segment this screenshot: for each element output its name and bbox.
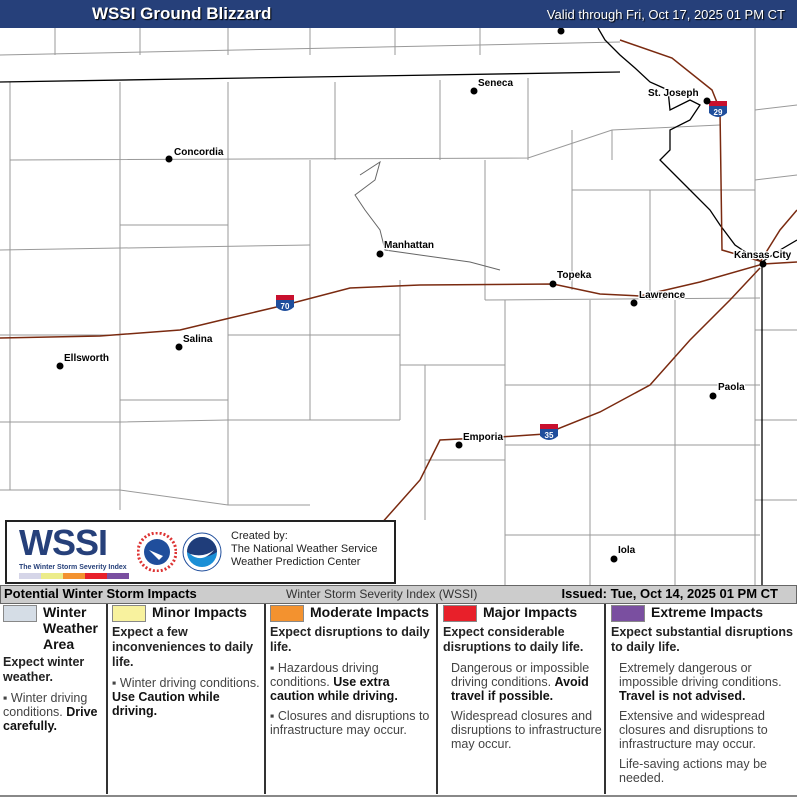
city-ellsworth: Ellsworth: [56, 352, 110, 370]
interstate-29: [619, 39, 764, 263]
category-bullet: ▪ Winter driving conditions. Drive caref…: [3, 691, 98, 733]
city-dot: [557, 28, 565, 35]
svg-text:Kansas City: Kansas City: [734, 250, 792, 261]
city-iola: Iola: [610, 544, 637, 563]
svg-text:Iola: Iola: [618, 545, 636, 556]
city-seneca: Seneca: [470, 77, 515, 95]
city-paola: Paola: [709, 381, 746, 400]
credits-line: Weather Prediction Center: [231, 556, 361, 568]
svg-text:70: 70: [281, 302, 290, 311]
category-lead: Expect considerable disruptions to daily…: [443, 625, 584, 654]
legend-major-impacts: Major Impacts Expect considerable disrup…: [436, 604, 607, 794]
svg-text:Ellsworth: Ellsworth: [64, 353, 109, 364]
city-lawrence: Lawrence: [630, 289, 687, 307]
category-bullet: Dangerous or impossible driving conditio…: [451, 661, 590, 703]
category-bullet: ▪ Winter driving conditions. Use Caution…: [112, 676, 260, 718]
interstate-35: [379, 267, 761, 526]
category-lead: Expect a few inconveniences to daily lif…: [112, 625, 254, 669]
swatch-moderate: [270, 605, 304, 622]
noaa-logo: [182, 532, 222, 572]
county-lines: [0, 28, 797, 585]
city-kansas-city: Kansas City: [733, 249, 793, 268]
interstates: [0, 39, 797, 526]
svg-text:Salina: Salina: [183, 334, 213, 345]
svg-text:29: 29: [714, 108, 723, 117]
category-bullet: Extremely dangerous or impossible drivin…: [619, 661, 782, 703]
svg-text:35: 35: [545, 431, 554, 440]
city-emporia: Emporia: [455, 431, 505, 449]
category-bullet: ▪ Closures and disruptions to infrastruc…: [270, 709, 430, 737]
city-salina: Salina: [175, 333, 214, 351]
category-label: Moderate Impacts: [310, 604, 430, 620]
map[interactable]: 70 35 29 Seneca St. Joseph Concordia Man…: [0, 28, 797, 585]
swatch-major: [443, 605, 477, 622]
interstate-70-shield: 70: [276, 295, 294, 311]
header-bar: WSSI Ground Blizzard Valid through Fri, …: [0, 0, 797, 28]
valid-time: Valid through Fri, Oct 17, 2025 01 PM CT: [546, 7, 785, 22]
svg-text:Topeka: Topeka: [557, 270, 592, 281]
category-label: Winter Weather Area: [43, 604, 98, 652]
category-bullet: Extensive and widespread closures and di…: [619, 709, 768, 751]
category-bullet: Widespread closures and disruptions to i…: [451, 709, 602, 751]
category-label: Major Impacts: [483, 604, 578, 620]
wssi-logo-text: WSSI: [19, 522, 108, 563]
category-label: Extreme Impacts: [651, 604, 764, 620]
interstate-shields: 70 35 29: [276, 101, 727, 440]
wssi-logo: WSSI The Winter Storm Severity Index: [15, 522, 130, 579]
category-lead: Expect substantial disruptions to daily …: [611, 625, 793, 654]
wssi-color-bar: [19, 573, 129, 579]
category-bullet: ▪ Hazardous driving conditions. Use extr…: [270, 661, 398, 703]
legend-header: Potential Winter Storm Impacts Winter St…: [0, 585, 797, 604]
svg-text:Emporia: Emporia: [463, 432, 503, 443]
bottom-border: [0, 795, 797, 797]
interstate-70: [0, 261, 797, 339]
issued-time: Issued: Tue, Oct 14, 2025 01 PM CT: [561, 586, 778, 601]
map-title: WSSI Ground Blizzard: [92, 4, 272, 23]
svg-text:Concordia: Concordia: [174, 147, 224, 158]
nws-logo: [137, 532, 177, 572]
city-concordia: Concordia: [165, 146, 225, 163]
swatch-winter-weather: [3, 605, 37, 622]
legend-minor-impacts: Minor Impacts Expect a few inconvenience…: [106, 604, 264, 794]
legend-title: Potential Winter Storm Impacts: [4, 586, 197, 601]
legend-extreme-impacts: Extreme Impacts Expect substantial disru…: [604, 604, 797, 794]
category-lead: Expect winter weather.: [3, 655, 85, 684]
legend-winter-weather-area: Winter Weather Area Expect winter weathe…: [3, 604, 107, 794]
city-st-joseph: St. Joseph: [647, 87, 711, 105]
category-label: Minor Impacts: [152, 604, 247, 620]
interstate-29-shield: 29: [709, 101, 727, 117]
credits-line: Created by:: [231, 530, 288, 542]
legend-index-name: Winter Storm Severity Index (WSSI): [286, 587, 478, 601]
legend-moderate-impacts: Moderate Impacts Expect disruptions to d…: [264, 604, 436, 794]
state-borders: [0, 28, 797, 585]
svg-text:Manhattan: Manhattan: [384, 240, 434, 251]
credits-line: The National Weather Service: [231, 543, 378, 555]
city-markers: Seneca St. Joseph Concordia Manhattan To…: [56, 28, 793, 563]
city-manhattan: Manhattan: [376, 239, 435, 258]
svg-text:Seneca: Seneca: [478, 78, 513, 89]
category-bullet: Life-saving actions may be needed.: [619, 757, 767, 785]
interstate-35-shield: 35: [540, 424, 558, 440]
svg-text:Lawrence: Lawrence: [639, 290, 686, 301]
swatch-extreme: [611, 605, 645, 622]
svg-text:St. Joseph: St. Joseph: [648, 88, 699, 99]
svg-text:Paola: Paola: [718, 382, 745, 393]
credits-box: WSSI The Winter Storm Severity Index Cre…: [5, 520, 396, 584]
swatch-minor: [112, 605, 146, 622]
city-topeka: Topeka: [549, 269, 593, 288]
category-lead: Expect disruptions to daily life.: [270, 625, 430, 654]
credits-text: Created by: The National Weather Service…: [231, 530, 378, 569]
wssi-logo-subtitle: The Winter Storm Severity Index: [19, 564, 127, 571]
